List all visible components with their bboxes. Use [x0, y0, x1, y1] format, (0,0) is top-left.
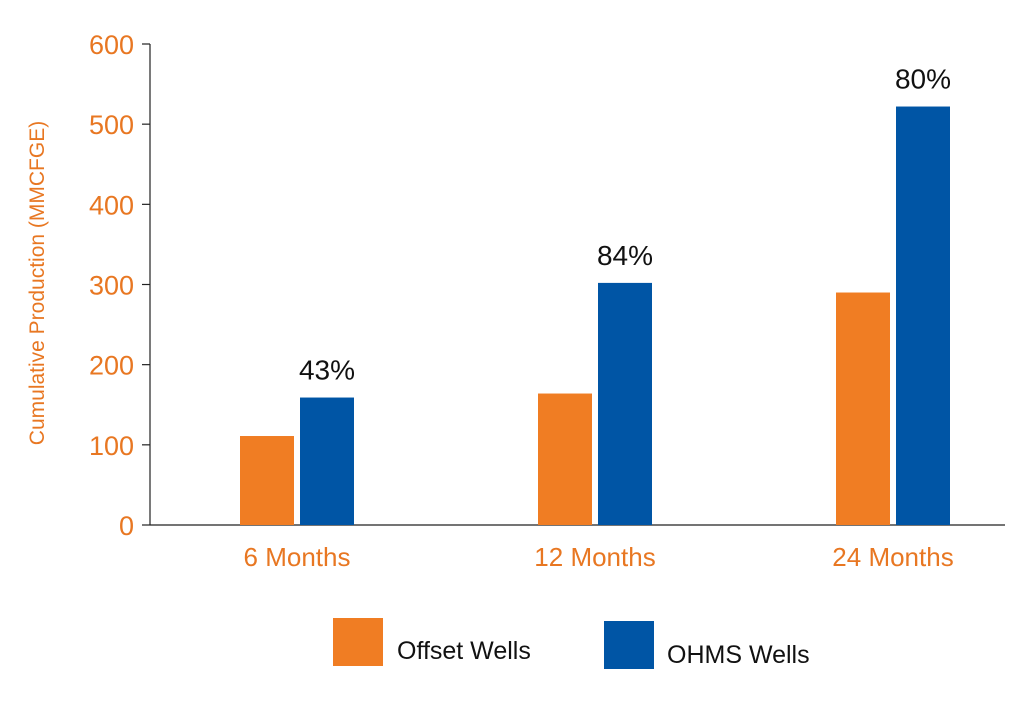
ohms-wells-bar [598, 282, 652, 525]
y-tick-label: 300 [89, 271, 134, 301]
bars [240, 106, 950, 525]
y-tick-label: 0 [119, 511, 134, 541]
ohms-wells-bar [896, 106, 950, 525]
legend-swatch-offset-wells [333, 618, 383, 666]
offset-wells-bar [836, 292, 890, 525]
x-category-label: 24 Months [832, 542, 953, 572]
offset-wells-bar [538, 393, 592, 525]
legend-swatch-ohms-wells [604, 621, 654, 669]
ohms-wells-bar [300, 397, 354, 525]
percent-increase-label: 43% [299, 355, 355, 386]
y-tick-label: 500 [89, 110, 134, 140]
axes: 0 100 200 300 400 500 600 [89, 30, 1005, 541]
x-category-label: 6 Months [244, 542, 351, 572]
legend: Offset Wells OHMS Wells [333, 618, 810, 669]
offset-wells-bar [240, 436, 294, 525]
labels: 6 Months 43% 12 Months 84% 24 Months 80% [244, 64, 954, 572]
y-tick-label: 600 [89, 30, 134, 60]
y-axis-title: Cumulative Production (MMCFGE) [26, 121, 49, 445]
x-category-label: 12 Months [534, 542, 655, 572]
y-tick-label: 200 [89, 351, 134, 381]
legend-label-ohms-wells: OHMS Wells [667, 641, 810, 669]
percent-increase-label: 84% [597, 240, 653, 271]
percent-increase-label: 80% [895, 64, 951, 95]
y-tick-label: 400 [89, 190, 134, 220]
y-tick-label: 100 [89, 431, 134, 461]
legend-label-offset-wells: Offset Wells [397, 637, 531, 665]
